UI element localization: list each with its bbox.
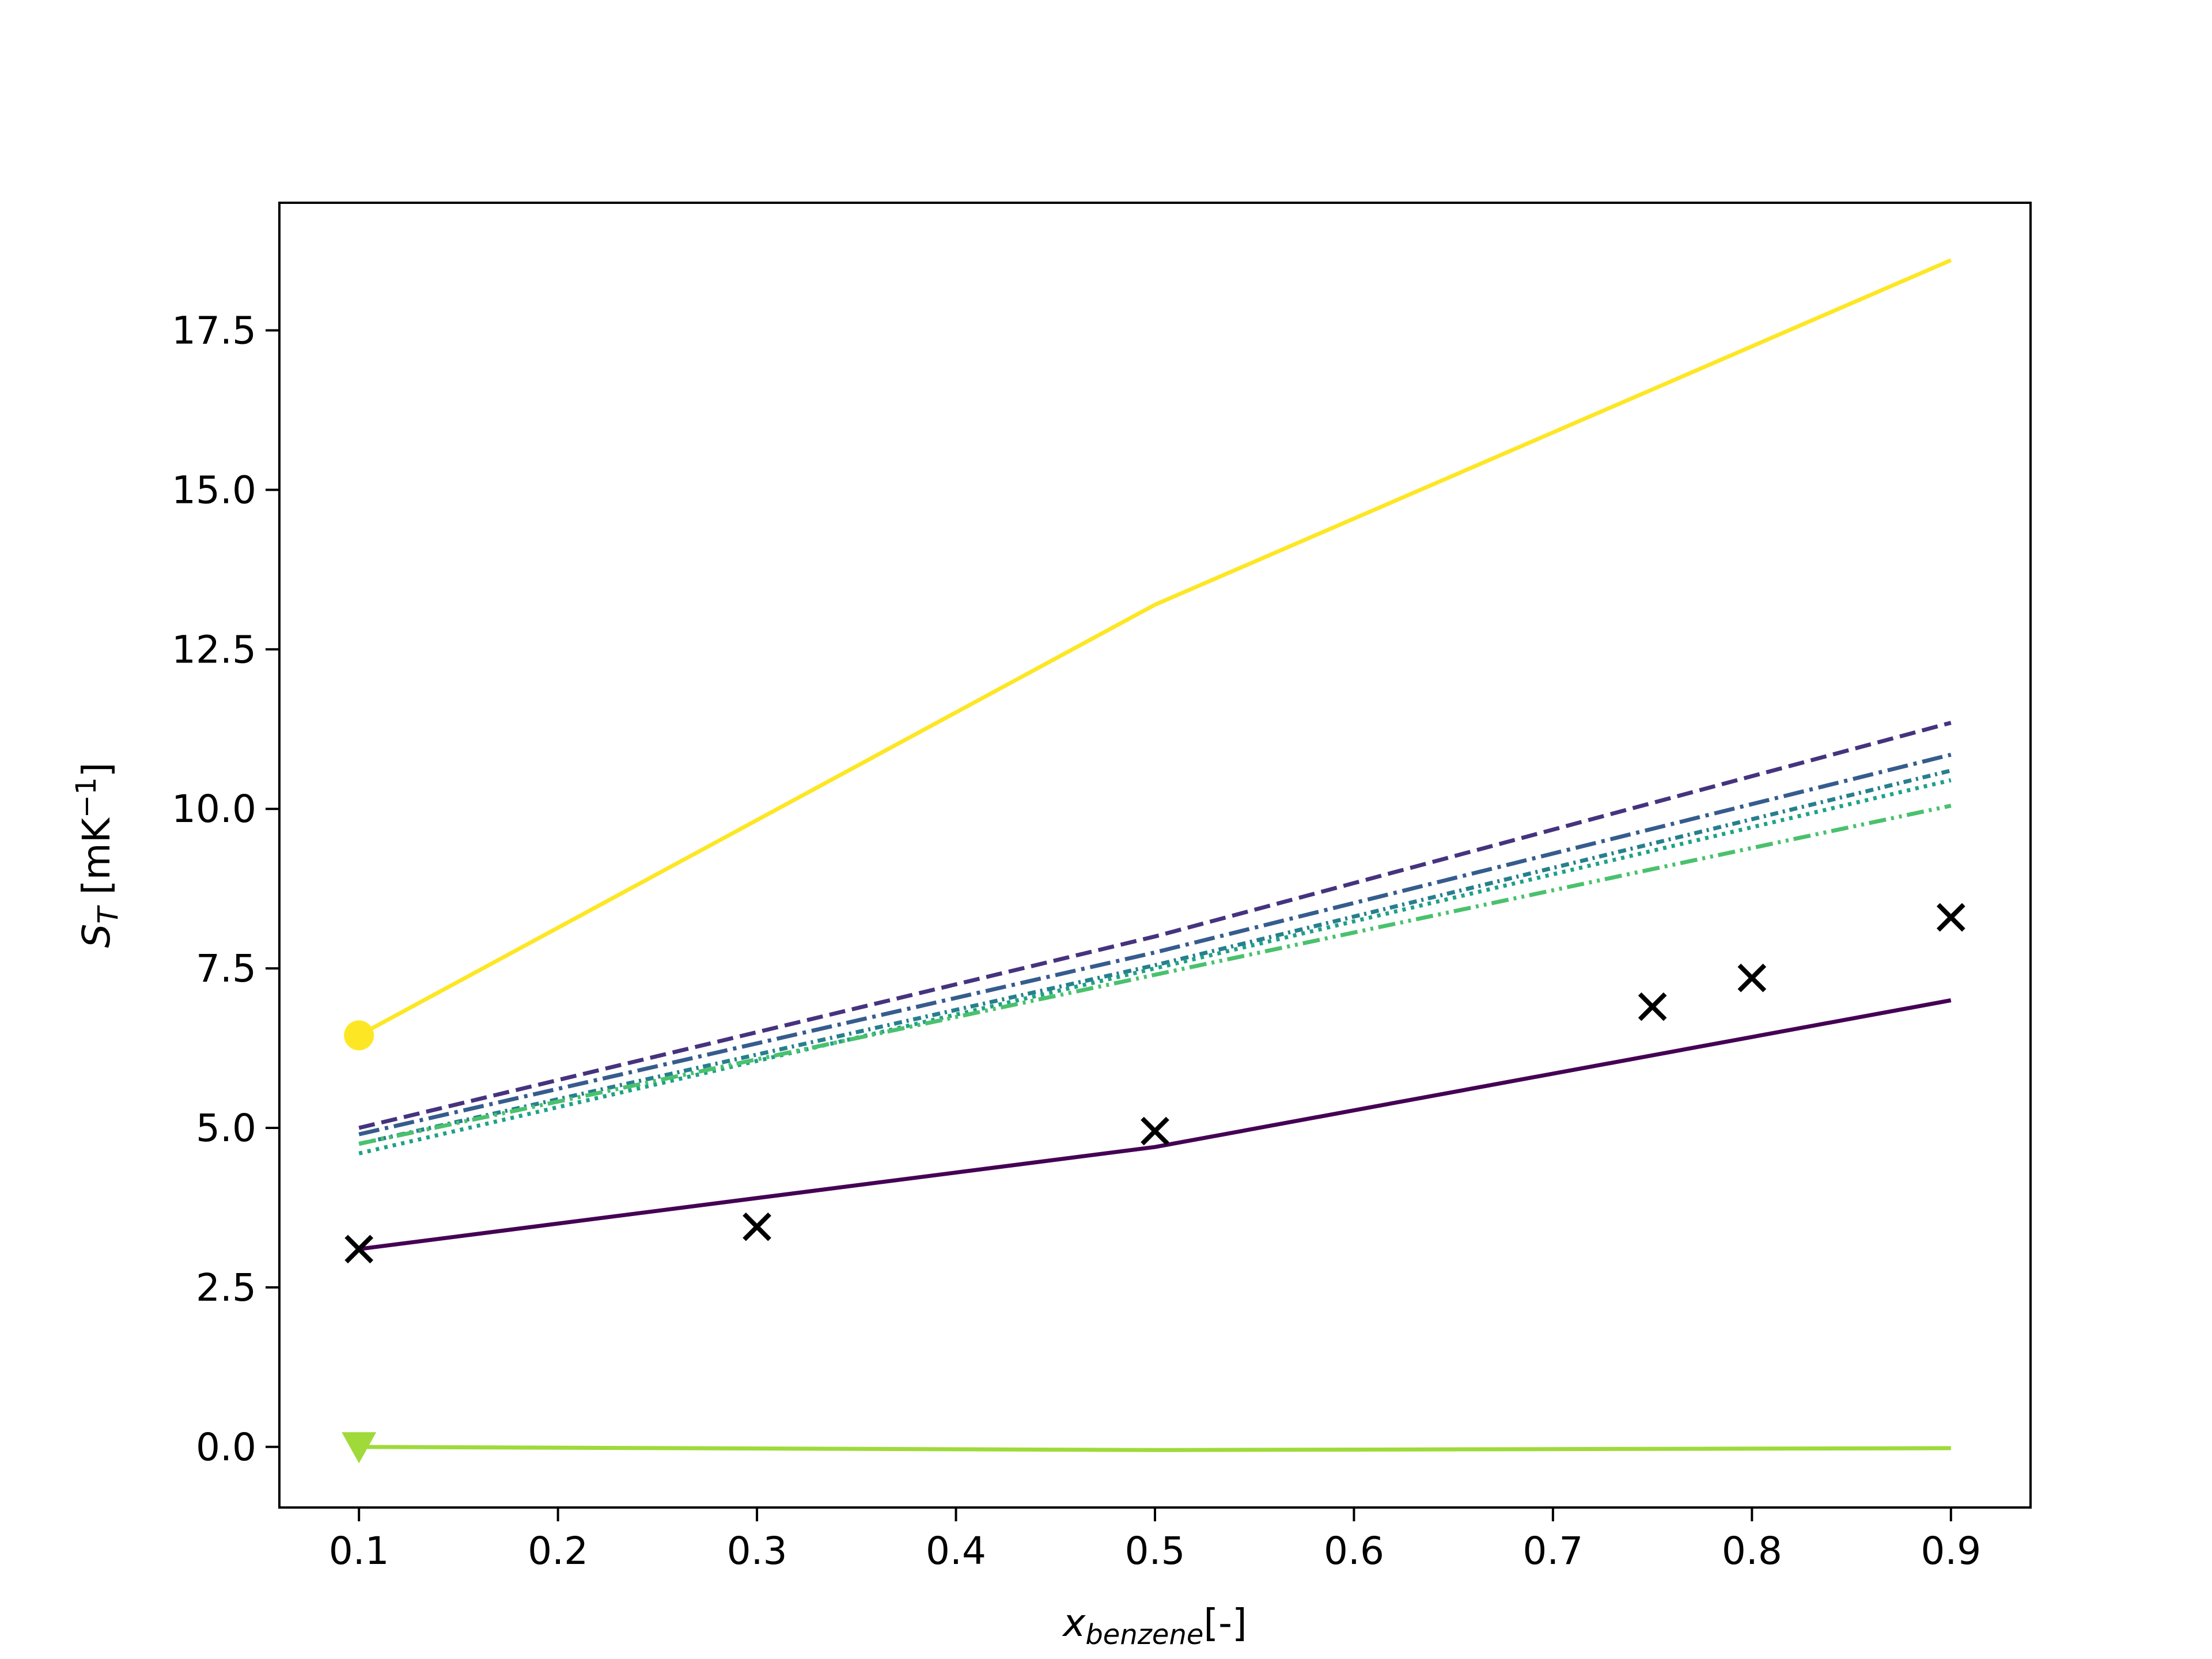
scatter-point xyxy=(1936,903,1965,932)
y-tick-label: 7.5 xyxy=(196,946,256,991)
y-tick-label: 15.0 xyxy=(172,468,256,512)
x-tick-label: 0.5 xyxy=(1125,1529,1185,1573)
x-tick-label: 0.4 xyxy=(926,1529,986,1573)
scatter-point xyxy=(344,1234,374,1264)
x-axis-label: xbenzene[-] xyxy=(1062,1601,1247,1651)
y-axis-label: ST [mK−1] xyxy=(70,762,124,948)
y-axis-label-main: S xyxy=(74,924,119,948)
x-tick-label: 0.2 xyxy=(528,1529,588,1573)
x-axis-label-sub: benzene xyxy=(1085,1619,1203,1651)
series-marker-triangle xyxy=(342,1432,377,1464)
x-axis: 0.1 0.2 0.3 0.4 0.5 0.6 0.7 0.8 0.9 xyxy=(329,1508,1981,1573)
y-axis-label-sup: −1 xyxy=(70,777,103,818)
y-tick-label: 0.0 xyxy=(196,1425,256,1469)
scatter-point xyxy=(1141,1116,1169,1146)
y-tick-label: 5.0 xyxy=(196,1106,256,1150)
plot-area xyxy=(342,258,1965,1464)
scatter-point xyxy=(1737,963,1767,993)
scatter-point xyxy=(743,1212,771,1241)
x-tick-label: 0.7 xyxy=(1522,1529,1583,1573)
y-tick-label: 2.5 xyxy=(196,1266,256,1310)
x-tick-label: 0.6 xyxy=(1324,1529,1384,1573)
series-line-8 xyxy=(358,258,1952,1037)
y-tick-label: 10.0 xyxy=(172,787,256,831)
y-tick-label: 17.5 xyxy=(172,309,256,353)
series-line-6 xyxy=(358,804,1952,1146)
y-axis-label-suffix: [mK xyxy=(74,817,119,907)
x-tick-label: 0.9 xyxy=(1921,1529,1981,1573)
series-line-4 xyxy=(358,768,1952,1146)
y-tick-label: 12.5 xyxy=(172,627,256,672)
y-axis-label-close: ] xyxy=(74,762,119,777)
x-tick-label: 0.1 xyxy=(329,1529,389,1573)
series-line-7 xyxy=(359,1445,1951,1452)
x-axis-label-main: x xyxy=(1062,1601,1086,1645)
series-line-2 xyxy=(358,721,1952,1130)
x-tick-label: 0.8 xyxy=(1722,1529,1782,1573)
series-line-1 xyxy=(358,998,1952,1251)
x-axis-label-suffix: [-] xyxy=(1203,1601,1247,1645)
scatter-point xyxy=(1638,992,1667,1021)
x-tick-label: 0.3 xyxy=(727,1529,787,1573)
series-line-3 xyxy=(358,752,1952,1137)
series-marker-circle xyxy=(344,1020,374,1051)
y-axis: 0.0 2.5 5.0 7.5 10.0 12.5 15.0 17.5 xyxy=(172,309,279,1469)
y-axis-label-sub: T xyxy=(92,905,124,924)
